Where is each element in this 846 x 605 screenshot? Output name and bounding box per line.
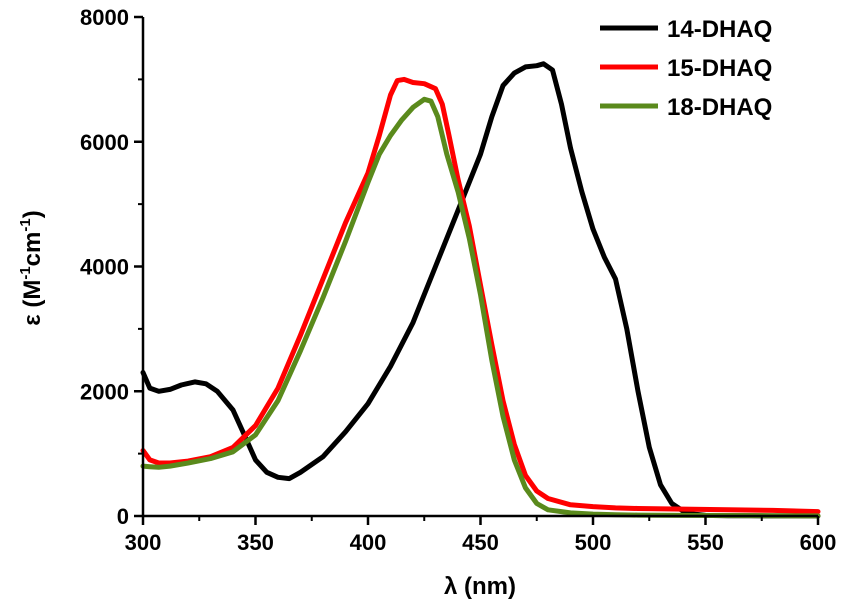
- x-tick-label: 600: [800, 530, 837, 555]
- y-tick-label: 8000: [80, 5, 129, 30]
- y-axis-title-main: ε (M: [19, 280, 46, 326]
- legend-label: 14-DHAQ: [667, 16, 772, 43]
- x-tick-label: 300: [125, 530, 162, 555]
- y-axis-title-end: ): [19, 210, 46, 218]
- y-axis-title-sup1: -1: [17, 266, 34, 279]
- y-axis-title: ε (M-1cm-1): [17, 210, 46, 325]
- y-tick-label: 0: [117, 504, 129, 529]
- series-line-15-dhaq: [140, 76, 821, 515]
- legend-label: 15-DHAQ: [667, 55, 772, 82]
- x-axis-title: λ (nm): [444, 573, 516, 600]
- legend: 14-DHAQ 15-DHAQ 18-DHAQ: [600, 16, 772, 121]
- x-tick-label: 350: [237, 530, 274, 555]
- y-tick-label: 2000: [80, 379, 129, 404]
- x-tick-label: 500: [575, 530, 612, 555]
- y-axis-title-sup2: -1: [17, 218, 34, 231]
- series-layer: [140, 61, 821, 519]
- series-line-14-dhaq: [140, 61, 821, 519]
- x-tick-label: 400: [350, 530, 387, 555]
- x-tick-label: 450: [462, 530, 499, 555]
- y-axis-title-mid: cm: [19, 232, 46, 267]
- y-tick-label: 6000: [80, 130, 129, 155]
- series-line-18-dhaq: [140, 96, 821, 519]
- legend-label: 18-DHAQ: [667, 94, 772, 121]
- x-tick-label: 550: [687, 530, 724, 555]
- y-tick-label: 4000: [80, 255, 129, 280]
